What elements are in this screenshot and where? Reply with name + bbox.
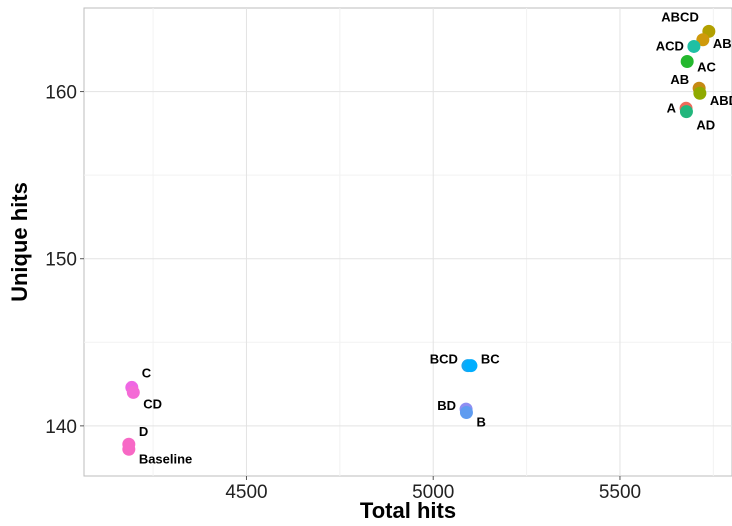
x-tick-label: 4500 xyxy=(225,482,267,503)
data-point xyxy=(459,405,473,419)
point-label: ABCD xyxy=(661,9,699,24)
data-point xyxy=(126,385,140,399)
x-tick-label: 5500 xyxy=(599,482,641,503)
y-axis-title: Unique hits xyxy=(7,182,32,302)
data-point xyxy=(696,33,710,47)
y-tick-label: 140 xyxy=(45,417,77,438)
data-point xyxy=(680,54,694,68)
point-label: C xyxy=(142,365,152,380)
point-label: AD xyxy=(696,118,715,133)
point-label: CD xyxy=(143,396,162,411)
x-tick-label: 5000 xyxy=(412,482,454,503)
point-label: B xyxy=(476,414,485,429)
point-label: Baseline xyxy=(139,451,192,466)
point-label: AC xyxy=(697,59,716,74)
point-label: ACD xyxy=(656,38,684,53)
point-label: D xyxy=(139,424,148,439)
point-label: BC xyxy=(481,352,500,367)
x-axis-title: Total hits xyxy=(360,498,456,523)
y-tick-label: 150 xyxy=(45,250,77,271)
point-label: A xyxy=(667,100,677,115)
x-axis-ticks: 4500 5000 5500 xyxy=(225,476,641,503)
point-label: ABC xyxy=(713,36,732,51)
data-points xyxy=(122,24,716,456)
data-point xyxy=(687,39,701,53)
data-point xyxy=(122,437,136,451)
data-point xyxy=(464,359,478,373)
point-label: ABD xyxy=(710,93,732,108)
point-label: BCD xyxy=(430,352,458,367)
point-label: AB xyxy=(670,72,689,87)
point-labels: Baseline D C CD BCD BC BD B ABCD ABC ACD AC AB ABD A AD xyxy=(139,9,732,466)
y-tick-label: 160 xyxy=(45,83,77,104)
point-label: BD xyxy=(437,398,456,413)
y-axis-ticks: 140 150 160 xyxy=(45,83,84,438)
grid-lines xyxy=(84,8,732,476)
data-point xyxy=(679,105,693,119)
plot-background xyxy=(83,7,732,477)
data-point xyxy=(693,86,707,100)
